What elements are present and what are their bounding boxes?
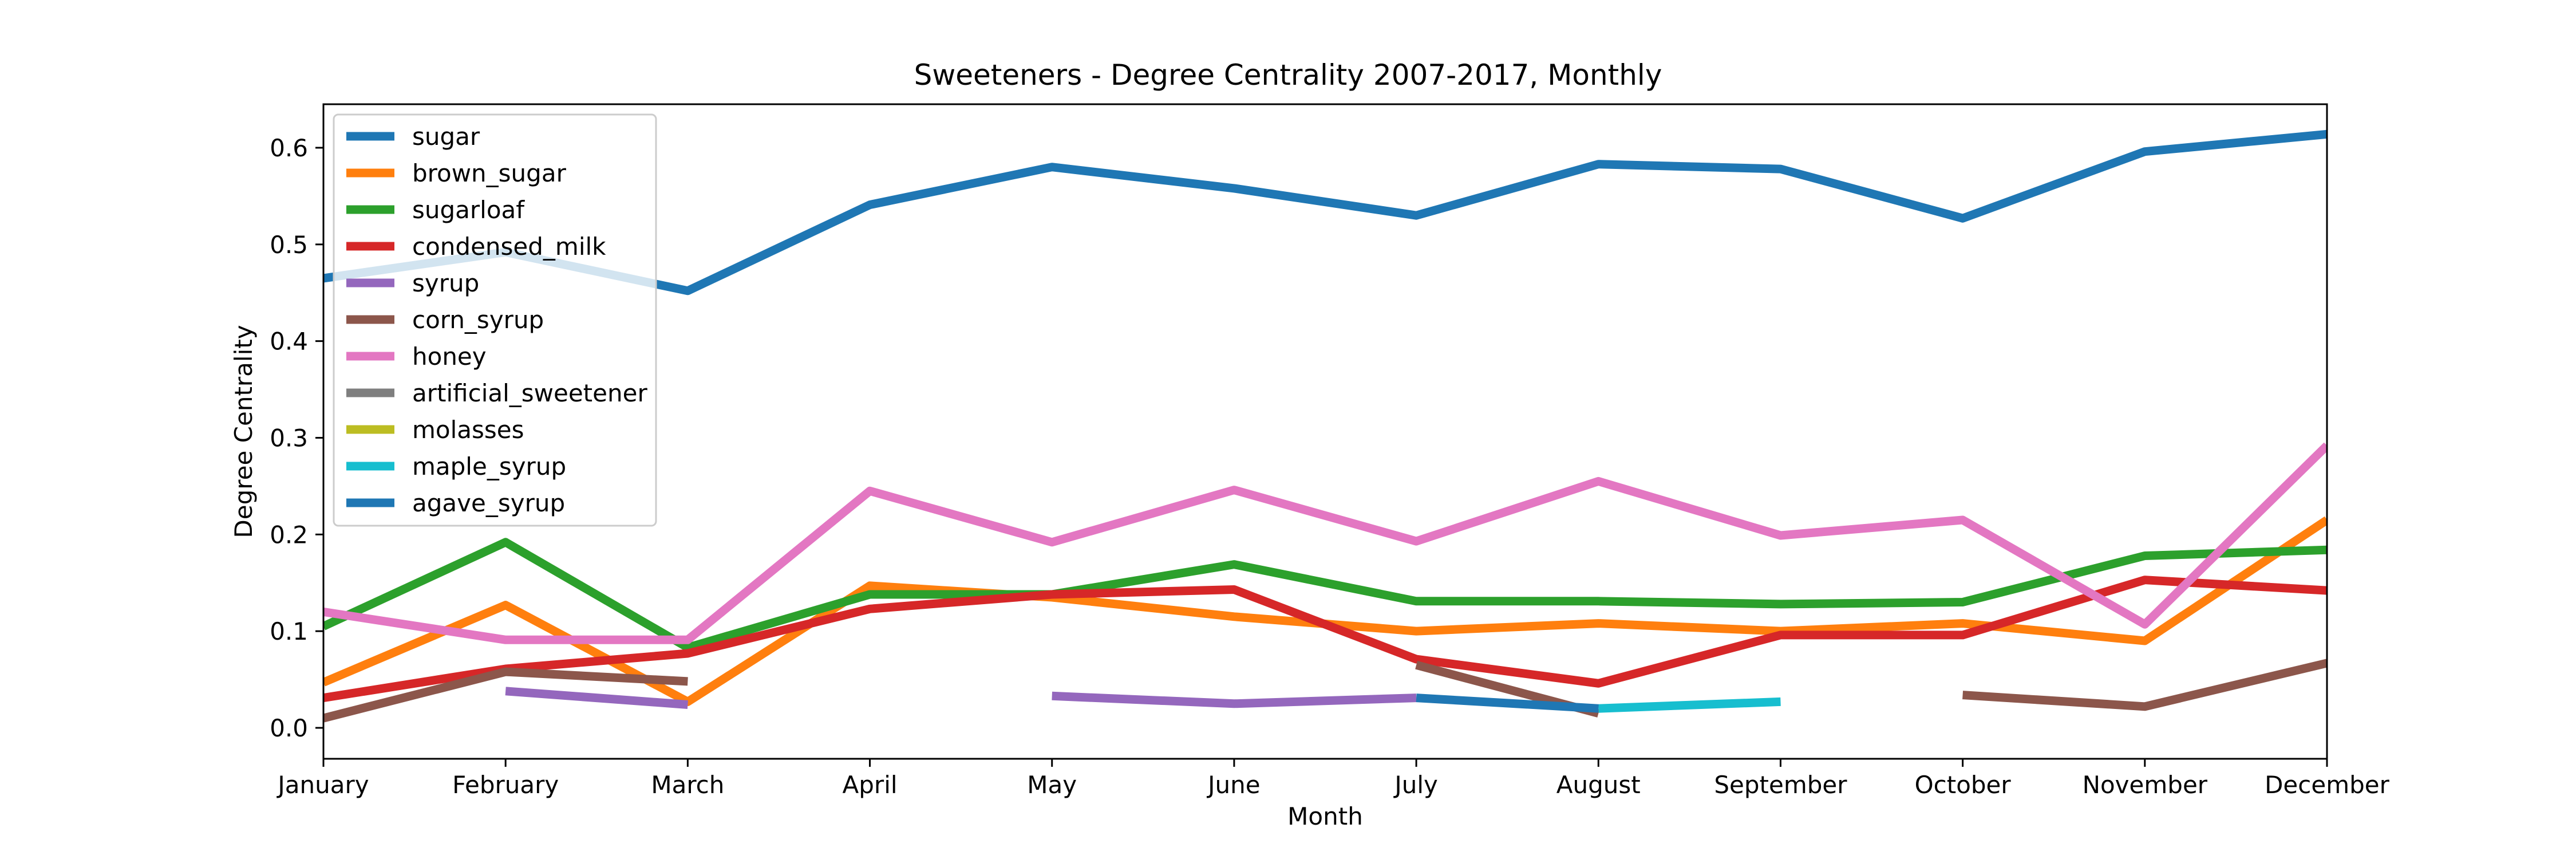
series-line-corn_syrup-1 <box>323 667 688 723</box>
series-line-corn_syrup-3 <box>1962 659 2327 711</box>
legend-label-corn_syrup: corn_syrup <box>412 306 544 334</box>
y-tick-label: 0.5 <box>270 231 308 259</box>
y-axis-label: Degree Centrality <box>230 325 258 538</box>
legend-label-sugar: sugar <box>412 123 480 151</box>
y-tick-label: 0.0 <box>270 714 308 742</box>
x-tick-label: December <box>2265 771 2390 799</box>
x-tick-label: May <box>1027 771 1077 799</box>
legend-label-artificial_sweetener: artificial_sweetener <box>412 379 647 407</box>
legend-label-agave_syrup: agave_syrup <box>412 489 565 517</box>
y-tick-label: 0.6 <box>270 134 308 162</box>
series-line-honey <box>323 442 2327 644</box>
series-line-syrup-2 <box>1052 691 1417 708</box>
series-line-maple_syrup <box>1598 697 1781 713</box>
x-axis-label: Month <box>1287 802 1363 830</box>
x-tick-label: June <box>1206 771 1260 799</box>
x-tick-label: October <box>1915 771 2012 799</box>
y-tick-label: 0.1 <box>270 617 308 645</box>
chart-title: Sweeteners - Degree Centrality 2007-2017… <box>914 58 1662 92</box>
x-tick-label: March <box>651 771 724 799</box>
x-axis: January February March April May June July Augu… <box>276 759 2390 799</box>
y-axis: 0.0 0.1 0.2 0.3 0.4 0.5 0.6 <box>270 134 323 742</box>
series-lines <box>323 129 2327 723</box>
legend-label-honey: honey <box>412 342 487 371</box>
legend: sugar brown_sugar sugarloaf condensed_milks… <box>333 113 657 527</box>
x-tick-label: August <box>1556 771 1641 799</box>
legend-label-sugarloaf: sugarloaf <box>412 196 525 224</box>
series-line-condensed_milk <box>323 576 2327 703</box>
y-tick-label: 0.2 <box>270 521 308 549</box>
y-tick-label: 0.3 <box>270 424 308 452</box>
legend-label-brown_sugar: brown_sugar <box>412 159 567 187</box>
series-line-agave_syrup <box>1416 693 1599 713</box>
legend-label-maple_syrup: maple_syrup <box>412 452 566 480</box>
legend-label-syrup: syrup <box>412 269 479 297</box>
legend-box <box>333 113 657 527</box>
y-tick-label: 0.4 <box>270 328 308 356</box>
legend-label-condensed_milk: condensed_milk <box>412 233 606 261</box>
x-tick-label: September <box>1714 771 1847 799</box>
x-tick-label: February <box>452 771 559 799</box>
series-line-sugar <box>323 129 2327 295</box>
x-tick-label: November <box>2083 771 2208 799</box>
series-line-sugarloaf <box>323 538 2327 652</box>
series-line-syrup-1 <box>505 687 688 709</box>
x-tick-label: April <box>843 771 898 799</box>
legend-label-molasses: molasses <box>412 416 524 444</box>
x-tick-label: July <box>1393 771 1438 799</box>
plot-frame <box>322 103 2328 760</box>
x-tick-label: January <box>276 771 369 799</box>
